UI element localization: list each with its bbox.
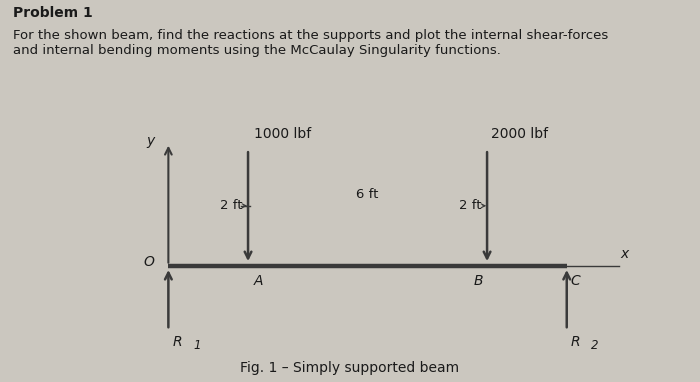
Text: C: C bbox=[570, 274, 580, 288]
Text: Problem 1: Problem 1 bbox=[13, 6, 92, 20]
Text: Fig. 1 – Simply supported beam: Fig. 1 – Simply supported beam bbox=[240, 361, 460, 375]
Text: x: x bbox=[620, 247, 629, 261]
Text: B: B bbox=[474, 274, 483, 288]
Text: y: y bbox=[146, 134, 155, 148]
Text: For the shown beam, find the reactions at the supports and plot the internal she: For the shown beam, find the reactions a… bbox=[13, 29, 608, 57]
Text: 2000 lbf: 2000 lbf bbox=[491, 127, 548, 141]
Text: 2 ft: 2 ft bbox=[220, 199, 242, 212]
Text: 1000 lbf: 1000 lbf bbox=[254, 127, 312, 141]
Text: O: O bbox=[144, 255, 155, 269]
Text: R: R bbox=[172, 335, 182, 349]
Text: 2: 2 bbox=[592, 339, 599, 352]
Text: 1: 1 bbox=[193, 339, 201, 352]
Text: R: R bbox=[570, 335, 580, 349]
Text: 6 ft: 6 ft bbox=[356, 188, 379, 201]
Text: 2 ft: 2 ft bbox=[458, 199, 481, 212]
Text: A: A bbox=[254, 274, 263, 288]
